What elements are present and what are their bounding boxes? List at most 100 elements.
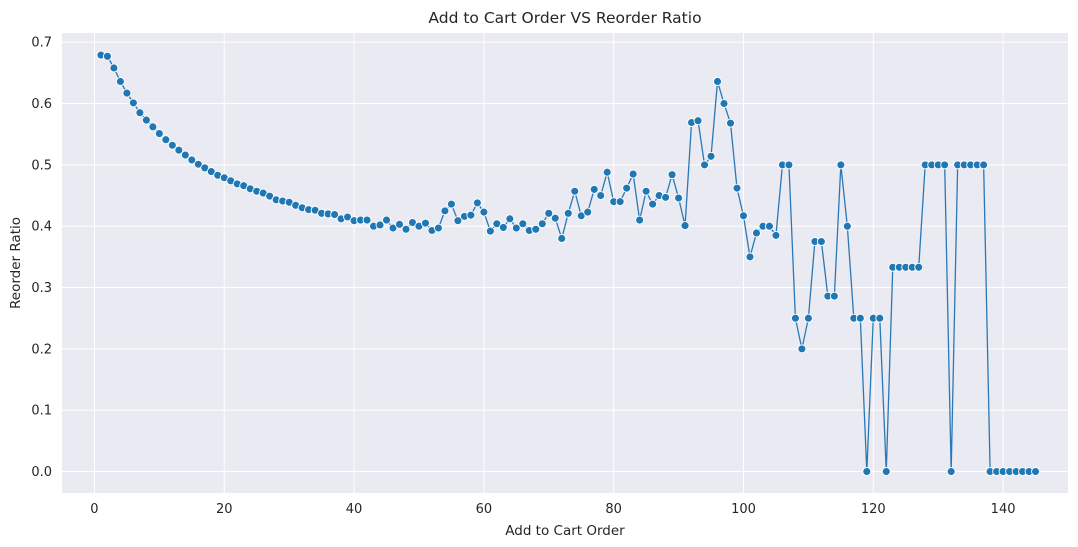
data-point	[479, 207, 489, 217]
data-point	[453, 216, 463, 226]
data-point	[881, 467, 891, 476]
data-point	[855, 313, 865, 323]
data-point	[174, 145, 184, 155]
data-point	[745, 252, 755, 262]
data-point	[674, 193, 684, 203]
data-point	[842, 221, 852, 231]
data-point	[719, 99, 729, 108]
data-point	[914, 262, 924, 272]
data-point	[628, 169, 638, 179]
data-point	[693, 116, 703, 126]
data-point	[466, 210, 476, 220]
x-tick-label: 80	[605, 502, 622, 517]
data-point	[382, 215, 391, 225]
y-tick-label: 0.5	[31, 158, 52, 173]
data-point	[395, 219, 404, 229]
data-point	[550, 213, 560, 223]
x-tick-label: 60	[476, 502, 493, 517]
data-point	[602, 167, 612, 177]
data-point	[641, 186, 651, 196]
data-point	[109, 63, 119, 73]
data-point	[732, 183, 742, 193]
data-point	[518, 219, 528, 229]
data-point	[557, 234, 567, 243]
x-tick-label: 140	[991, 502, 1016, 517]
data-point	[615, 197, 625, 207]
data-point	[589, 184, 599, 194]
data-point	[135, 108, 145, 118]
data-point	[498, 222, 508, 232]
data-point	[706, 151, 716, 161]
data-point	[401, 224, 411, 234]
data-markers	[96, 50, 1041, 476]
data-point	[836, 160, 846, 170]
data-point	[622, 183, 632, 193]
data-point	[803, 313, 813, 323]
data-point	[531, 224, 541, 234]
chart-title: Add to Cart Order VS Reorder Ratio	[428, 9, 701, 27]
data-point	[784, 160, 794, 170]
data-point	[122, 88, 132, 98]
data-point	[180, 150, 190, 160]
data-point	[829, 291, 839, 301]
data-point	[440, 206, 450, 216]
data-point	[667, 170, 677, 180]
data-point	[771, 230, 781, 240]
data-point	[505, 214, 515, 224]
data-point	[596, 191, 606, 200]
data-point	[752, 228, 761, 238]
data-point	[141, 115, 151, 125]
data-point	[421, 218, 430, 228]
y-tick-label: 0.0	[31, 465, 52, 480]
plot-area	[62, 33, 1068, 493]
y-axis-title: Reorder Ratio	[8, 217, 24, 309]
data-point	[154, 129, 164, 139]
y-tick-label: 0.3	[31, 281, 52, 296]
x-tick-label: 40	[346, 502, 363, 517]
data-point	[946, 467, 956, 476]
data-point	[446, 199, 456, 209]
x-axis-title: Add to Cart Order	[505, 523, 625, 539]
data-point	[635, 215, 645, 225]
data-point	[544, 208, 554, 218]
data-point	[1031, 467, 1041, 476]
data-point	[790, 313, 800, 323]
data-point	[362, 215, 372, 225]
data-point	[115, 76, 125, 86]
data-point	[979, 160, 989, 170]
data-point	[583, 207, 593, 217]
data-point	[765, 221, 774, 231]
data-point	[739, 211, 748, 221]
x-tick-label: 0	[90, 502, 98, 517]
x-tick-label: 120	[861, 502, 886, 517]
y-tick-label: 0.1	[31, 404, 52, 419]
data-point	[816, 237, 826, 246]
data-point	[713, 76, 722, 86]
data-point	[797, 344, 807, 354]
data-point	[128, 98, 138, 108]
y-tick-label: 0.4	[31, 220, 52, 235]
y-tick-label: 0.6	[31, 97, 52, 112]
data-point	[862, 467, 872, 476]
tick-labels: 0 20 40 60 80 100 120 140 0.0 0.1 0.2 0.3 0.4 0.5 0.6 0…	[31, 36, 1015, 517]
data-point	[511, 223, 521, 233]
data-point	[700, 160, 709, 170]
data-point	[167, 140, 177, 150]
data-point	[102, 51, 112, 61]
data-point	[570, 186, 580, 196]
data-point	[940, 160, 950, 170]
data-point	[187, 155, 197, 165]
data-point	[472, 198, 482, 208]
x-tick-label: 20	[216, 502, 233, 517]
data-point	[148, 122, 158, 132]
data-point	[563, 208, 573, 218]
y-tick-label: 0.7	[31, 36, 52, 51]
data-point	[375, 220, 385, 230]
data-point	[661, 192, 671, 202]
x-tick-label: 100	[731, 502, 756, 517]
y-tick-label: 0.2	[31, 342, 52, 357]
data-point	[680, 221, 690, 231]
data-point	[161, 135, 171, 145]
